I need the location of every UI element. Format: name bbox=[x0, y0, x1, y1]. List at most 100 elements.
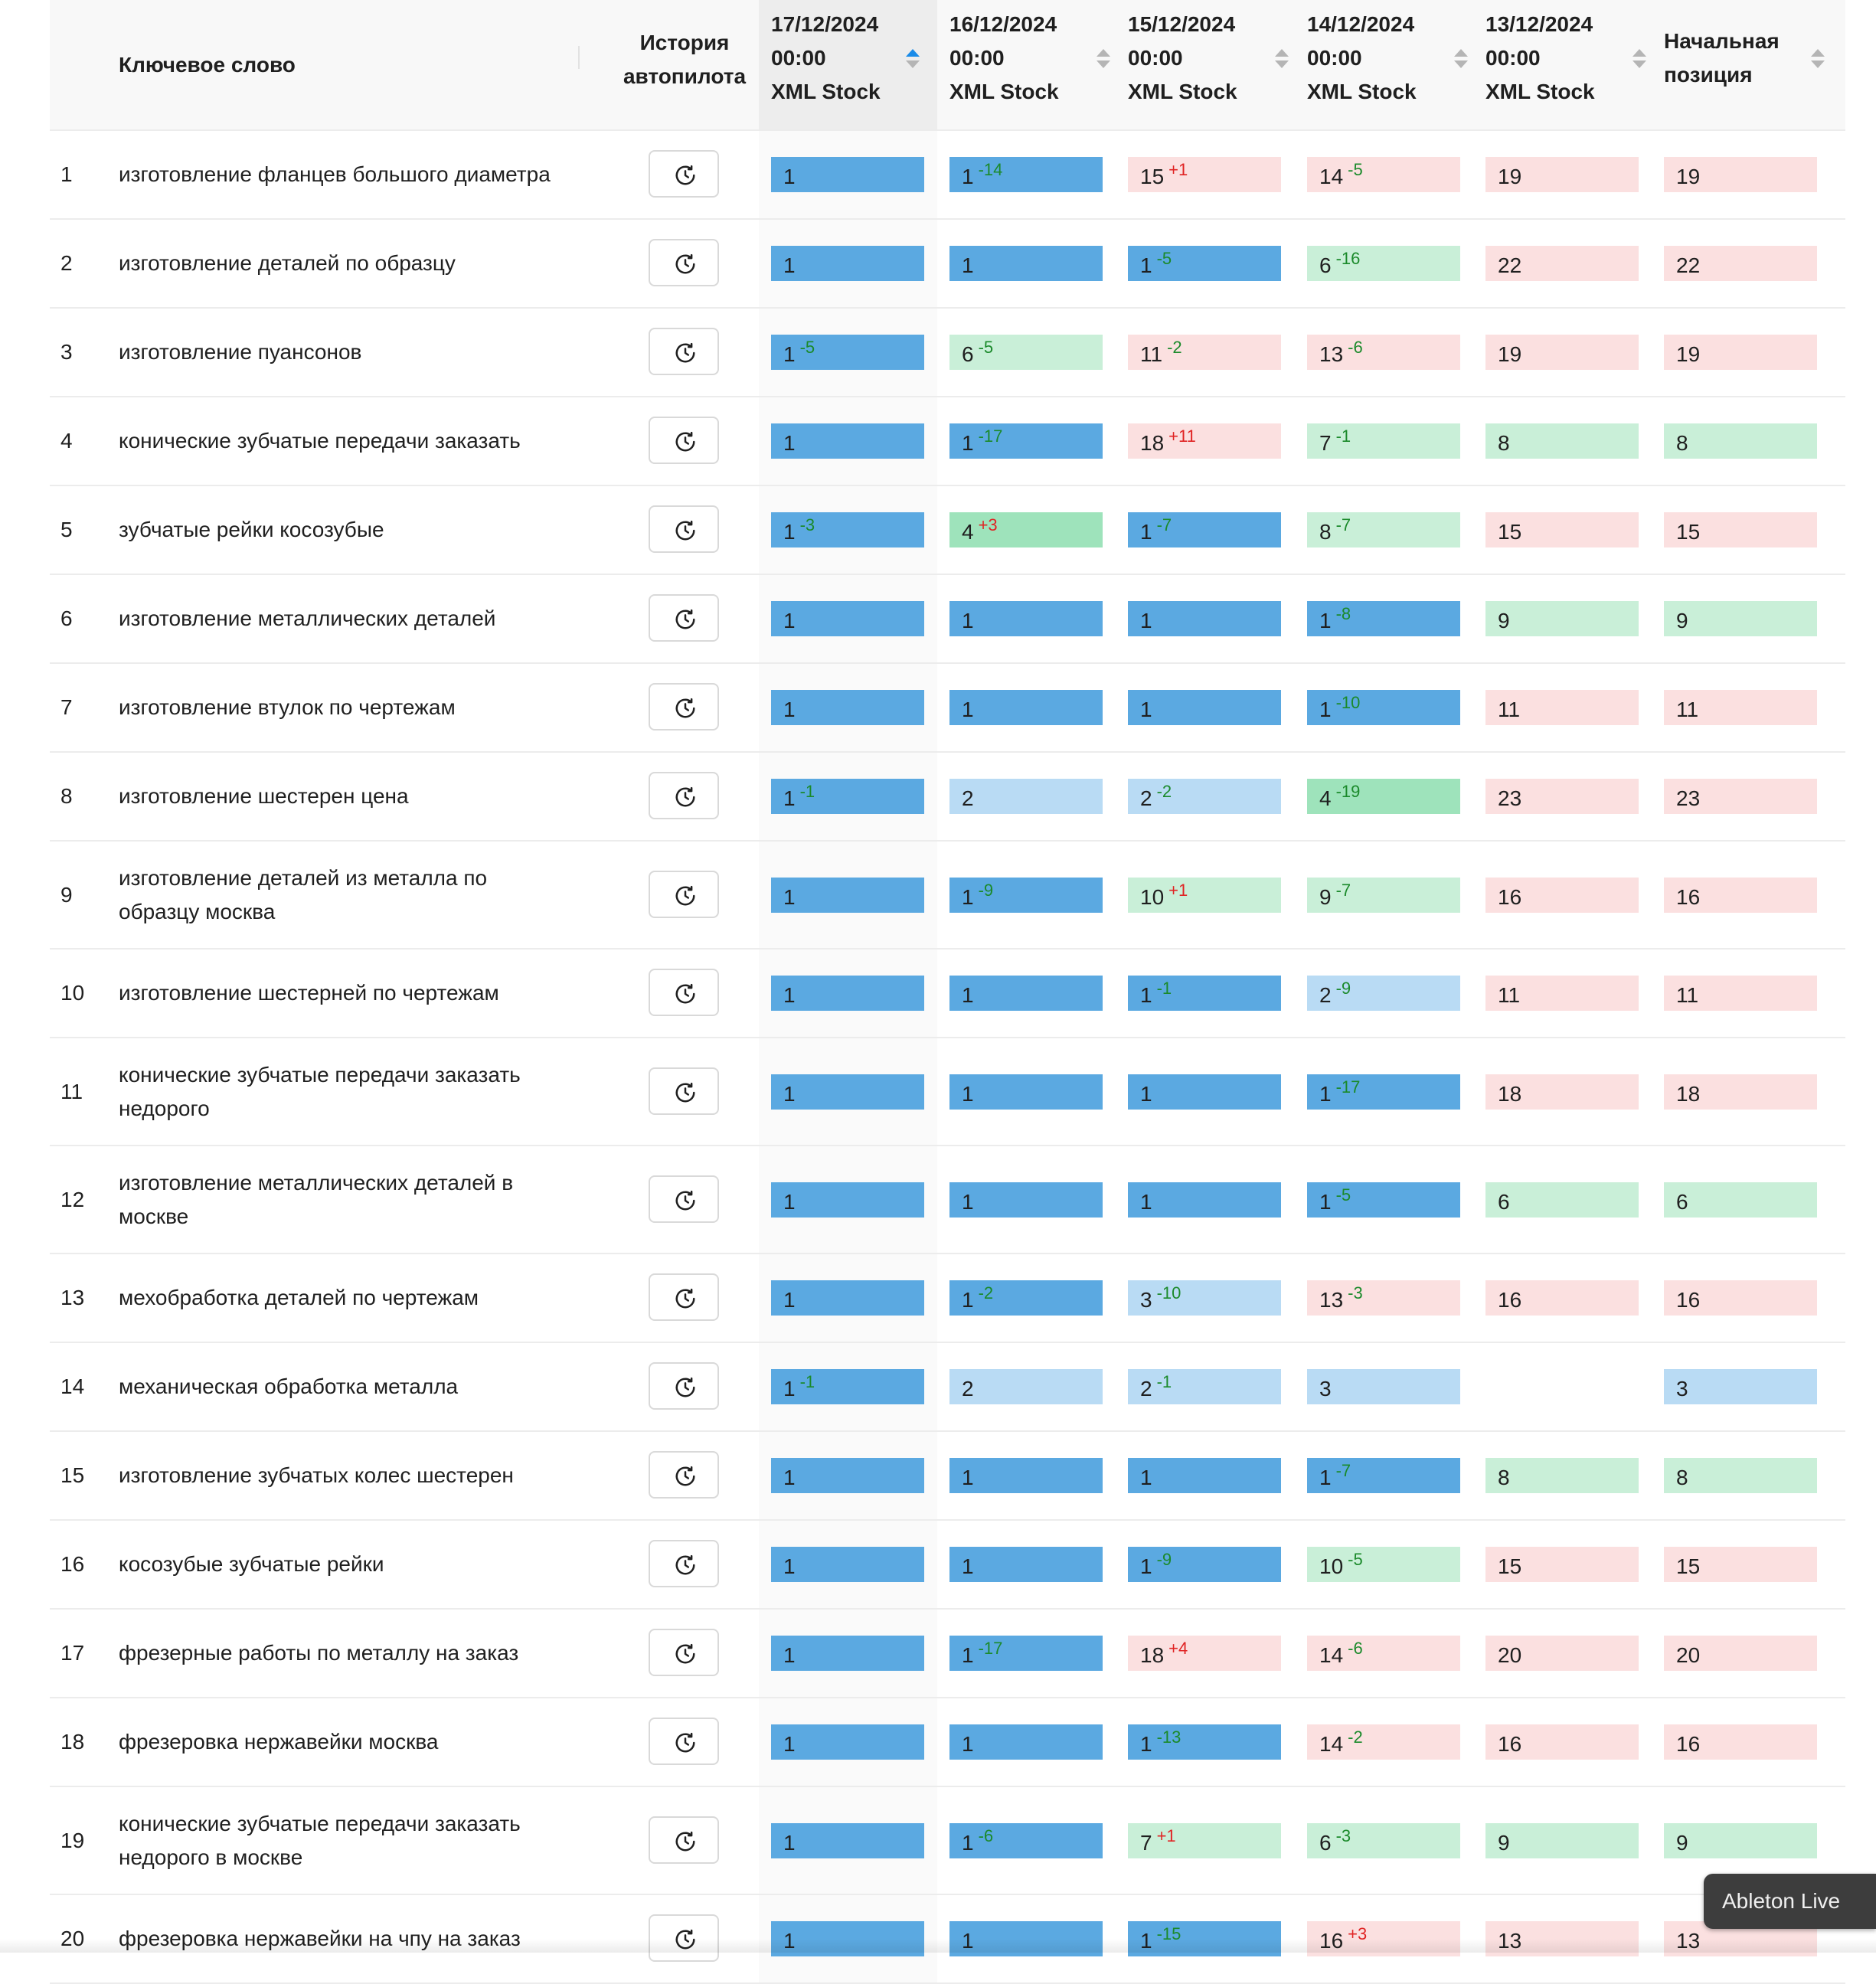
position-delta: -5 bbox=[1348, 1550, 1363, 1569]
keyword-line: косозубые зубчатые рейки bbox=[119, 1552, 384, 1576]
keyword-line: изготовление шестерен цена bbox=[119, 784, 409, 808]
position-delta: -3 bbox=[799, 515, 815, 534]
position-delta: -6 bbox=[1348, 338, 1363, 357]
autopilot-history-button[interactable] bbox=[649, 328, 719, 375]
keyword-lines: фрезеровка нержавейки москва bbox=[119, 1725, 438, 1759]
keyword-line: изготовление пуансонов bbox=[119, 340, 362, 364]
sort-arrows-icon[interactable] bbox=[1097, 47, 1110, 70]
position-delta: -17 bbox=[978, 427, 1003, 446]
start-position-cell: 6 bbox=[1664, 1182, 1817, 1218]
keyword-line: недорого bbox=[119, 1096, 210, 1120]
position-value: 3 bbox=[1319, 1377, 1332, 1401]
autopilot-history-button[interactable] bbox=[649, 417, 719, 464]
autopilot-history-button[interactable] bbox=[649, 594, 719, 642]
keyword-lines: косозубые зубчатые рейки bbox=[119, 1548, 384, 1581]
position-cell: 11 bbox=[1485, 976, 1639, 1011]
autopilot-history-button[interactable] bbox=[649, 1718, 719, 1765]
sort-arrows-icon[interactable] bbox=[1633, 47, 1646, 70]
start-position-cell: 23 bbox=[1664, 779, 1817, 814]
keyword-text: конические зубчатые передачи заказать нед… bbox=[119, 1038, 578, 1145]
autopilot-history-button[interactable] bbox=[649, 239, 719, 286]
keyword-text: косозубые зубчатые рейки bbox=[119, 1521, 578, 1608]
column-header-keyword[interactable]: Ключевое слово bbox=[119, 0, 578, 129]
position-value: 1 bbox=[1319, 1466, 1332, 1489]
column-header-date-1[interactable]: 17/12/2024 00:00 XML Stock bbox=[759, 0, 937, 129]
position-value: 20 bbox=[1676, 1643, 1701, 1667]
autopilot-history-button[interactable] bbox=[649, 1451, 719, 1499]
autopilot-history-button[interactable] bbox=[649, 1816, 719, 1864]
row-number: 15 bbox=[60, 1463, 85, 1487]
position-delta: -5 bbox=[978, 338, 994, 357]
position-delta: +4 bbox=[1168, 1639, 1188, 1658]
autopilot-history-button[interactable] bbox=[649, 1914, 719, 1962]
row-number: 7 bbox=[60, 695, 73, 719]
position-cell: 1 bbox=[771, 1458, 924, 1493]
position-value: 1 bbox=[962, 1732, 974, 1756]
column-divider[interactable] bbox=[578, 46, 580, 69]
autopilot-history-button[interactable] bbox=[649, 969, 719, 1016]
autopilot-history-button[interactable] bbox=[649, 150, 719, 198]
position-delta: -2 bbox=[1167, 338, 1182, 357]
position-delta: -7 bbox=[1335, 880, 1351, 900]
keyword-lines: изготовление шестерен цена bbox=[119, 780, 409, 813]
keyword-line: конические зубчатые передачи заказать bbox=[119, 429, 521, 453]
row-number: 16 bbox=[60, 1552, 85, 1576]
position-value: 1 bbox=[962, 983, 974, 1007]
autopilot-history-button[interactable] bbox=[649, 1629, 719, 1676]
keyword-lines: изготовление деталей из металла по образц… bbox=[119, 861, 487, 929]
date-header-time: 00:00 bbox=[949, 46, 1005, 70]
position-delta: -6 bbox=[978, 1825, 994, 1845]
position-cell: 6 -3 bbox=[1307, 1822, 1460, 1858]
start-position-cell: 16 bbox=[1664, 1724, 1817, 1760]
position-cell: 1 bbox=[771, 690, 924, 725]
column-header-date-2[interactable]: 16/12/2024 00:00 XML Stock bbox=[949, 0, 1128, 129]
autopilot-history-button[interactable] bbox=[649, 505, 719, 553]
autopilot-history-button[interactable] bbox=[649, 870, 719, 918]
position-value: 6 bbox=[1319, 253, 1332, 277]
keyword-lines: конические зубчатые передачи заказать bbox=[119, 424, 521, 458]
position-value: 2 bbox=[962, 786, 974, 810]
column-header-date-4[interactable]: 14/12/2024 00:00 XML Stock bbox=[1307, 0, 1485, 129]
position-value: 1 bbox=[783, 253, 796, 277]
keyword-text: изготовление шестерен цена bbox=[119, 753, 578, 840]
position-cell bbox=[1485, 1369, 1639, 1404]
position-value: 13 bbox=[1676, 1929, 1700, 1953]
position-value: 23 bbox=[1498, 786, 1522, 810]
column-header-start-position[interactable]: Начальная позиция bbox=[1664, 0, 1845, 129]
column-header-date-3[interactable]: 15/12/2024 00:00 XML Stock bbox=[1128, 0, 1306, 129]
position-value: 14 bbox=[1319, 165, 1344, 188]
position-cell: 1 bbox=[949, 1921, 1103, 1956]
sort-arrows-icon[interactable] bbox=[1454, 47, 1468, 70]
autopilot-history-button[interactable] bbox=[649, 1175, 719, 1223]
position-delta: -5 bbox=[1156, 249, 1172, 268]
keyword-line: изготовление металлических деталей bbox=[119, 606, 496, 630]
keyword-lines: мехобработка деталей по чертежам bbox=[119, 1281, 479, 1315]
sort-arrows-icon[interactable] bbox=[906, 47, 920, 70]
position-value: 14 bbox=[1319, 1732, 1344, 1756]
autopilot-history-button[interactable] bbox=[649, 772, 719, 819]
autopilot-history-button[interactable] bbox=[649, 1273, 719, 1321]
column-header-date-5[interactable]: 13/12/2024 00:00 XML Stock bbox=[1485, 0, 1664, 129]
autopilot-history-button[interactable] bbox=[649, 683, 719, 731]
position-value: 1 bbox=[962, 1929, 974, 1953]
keyword-lines: изготовление пуансонов bbox=[119, 335, 361, 369]
autopilot-history-button[interactable] bbox=[649, 1362, 719, 1410]
start-position-cell: 19 bbox=[1664, 157, 1817, 192]
sort-arrows-icon[interactable] bbox=[1275, 47, 1289, 70]
position-delta: -17 bbox=[978, 1639, 1003, 1658]
position-value: 1 bbox=[962, 431, 974, 455]
start-position-cell: 11 bbox=[1664, 976, 1817, 1011]
position-delta: -7 bbox=[1335, 515, 1351, 534]
keyword-line: недорого в москве bbox=[119, 1845, 303, 1869]
date-header-source: XML Stock bbox=[771, 80, 881, 103]
keyword-lines: фрезеровка нержавейки на чпу на заказ bbox=[119, 1922, 521, 1956]
sort-arrows-icon[interactable] bbox=[1811, 47, 1825, 70]
autopilot-history-button[interactable] bbox=[649, 1540, 719, 1587]
keyword-lines: изготовление фланцев большого диаметра bbox=[119, 158, 551, 191]
position-delta: -3 bbox=[1335, 1825, 1351, 1845]
position-cell: 1 -9 bbox=[1128, 1547, 1281, 1582]
position-value: 18 bbox=[1140, 431, 1165, 455]
start-position-cell: 9 bbox=[1664, 1822, 1817, 1858]
autopilot-history-button[interactable] bbox=[649, 1067, 719, 1115]
keyword-lines: фрезерные работы по металлу на заказ bbox=[119, 1636, 518, 1670]
